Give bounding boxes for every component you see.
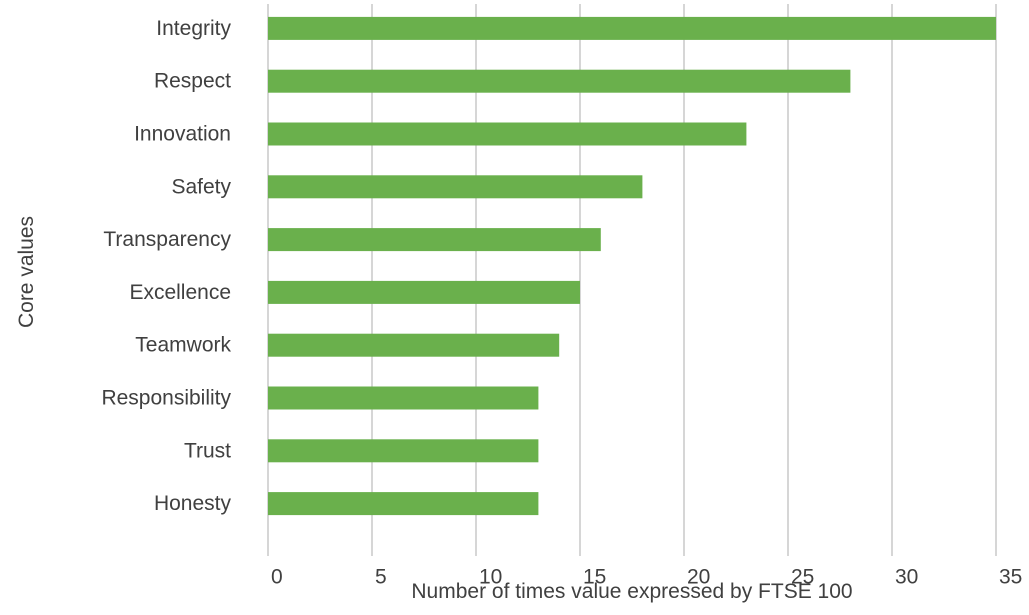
x-tick-label: 20 bbox=[687, 565, 710, 588]
x-tick-label: 15 bbox=[583, 565, 606, 588]
category-label: Transparency bbox=[103, 228, 231, 251]
x-tick-labels: 0 5 10 15 20 25 30 35 bbox=[271, 565, 1022, 588]
bar-trust bbox=[268, 439, 539, 463]
x-tick-label: 5 bbox=[375, 565, 387, 588]
bar-responsibility bbox=[268, 386, 539, 410]
bar-innovation bbox=[268, 122, 747, 146]
x-tick-label: 25 bbox=[791, 565, 814, 588]
category-label: Excellence bbox=[129, 281, 231, 304]
bar-safety bbox=[268, 175, 643, 199]
x-tick-label: 35 bbox=[999, 565, 1022, 588]
x-tick-label: 0 bbox=[271, 565, 283, 588]
bar-teamwork bbox=[268, 333, 560, 357]
category-label: Innovation bbox=[134, 123, 231, 146]
category-label: Respect bbox=[154, 70, 231, 93]
bar-excellence bbox=[268, 280, 580, 304]
category-label: Honesty bbox=[154, 492, 232, 515]
bar-transparency bbox=[268, 228, 601, 252]
category-label: Integrity bbox=[156, 17, 231, 40]
x-tick-label: 10 bbox=[479, 565, 502, 588]
category-label: Teamwork bbox=[135, 334, 231, 357]
category-label: Trust bbox=[184, 439, 231, 462]
bar-respect bbox=[268, 69, 851, 93]
x-axis-title: Number of times value expressed by FTSE … bbox=[411, 580, 852, 603]
category-label: Safety bbox=[171, 175, 231, 198]
bars bbox=[268, 16, 996, 516]
category-labels: Integrity Respect Innovation Safety Transpar… bbox=[101, 17, 231, 515]
bar-honesty bbox=[268, 492, 539, 516]
category-label: Responsibility bbox=[101, 387, 231, 410]
bar-integrity bbox=[268, 16, 996, 40]
y-axis-title: Core values bbox=[15, 216, 38, 328]
x-tick-label: 30 bbox=[895, 565, 918, 588]
gridlines bbox=[267, 4, 997, 556]
